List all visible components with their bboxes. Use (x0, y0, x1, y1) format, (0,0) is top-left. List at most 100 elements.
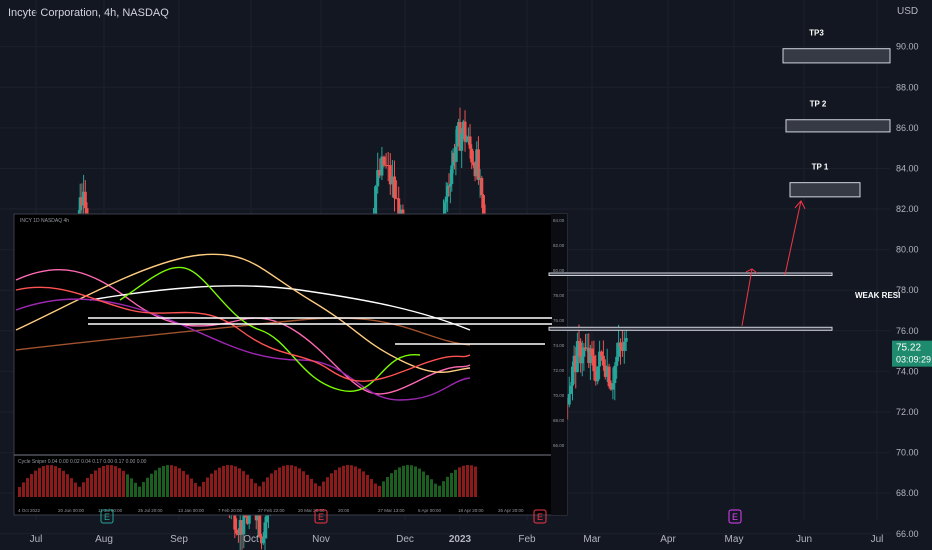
inset-hist-bar (262, 481, 265, 497)
candle-body (263, 522, 267, 539)
inset-hist-bar (414, 466, 417, 497)
time-axis[interactable]: Jul Aug Sep Oct Nov Dec 2023 Feb Mar Apr May Jun Jul (30, 534, 884, 545)
candle-body (468, 136, 472, 149)
inset-hist-bar (206, 477, 209, 497)
time-tick-label: Sep (170, 534, 188, 545)
candle-body (622, 341, 626, 351)
inset-hist-bar (446, 476, 449, 497)
inset-price-tick: 80.00 (553, 268, 565, 273)
time-tick-label: 2023 (449, 534, 472, 545)
candle-body (388, 165, 392, 185)
candle-body (617, 342, 621, 357)
inset-hist-bar (374, 483, 377, 497)
candle-body (242, 505, 246, 535)
inset-hist-bar (342, 465, 345, 497)
inset-price-ticks: 84.00 82.00 80.00 78.00 76.00 74.00 72.00 70.00… (553, 218, 565, 448)
inset-hist-bar (170, 465, 173, 497)
inset-hist-bar (46, 465, 49, 497)
support-line (548, 326, 833, 331)
inset-hist-bar (230, 465, 233, 497)
price-tick-label: 66.00 (896, 529, 919, 539)
inset-hist-bar (122, 470, 125, 497)
inset-hist-bar (174, 466, 177, 497)
candle-body (465, 140, 469, 142)
candle-body (233, 504, 237, 530)
inset-hist-bar (282, 465, 285, 497)
candle-body (598, 351, 602, 367)
inset-price-tick: 70.00 (553, 393, 565, 398)
price-tick-label: 84.00 (896, 163, 919, 173)
price-tag-countdown: 03:09:29 (896, 355, 931, 365)
inset-hist-bar (182, 470, 185, 497)
inset-hist-bar (310, 478, 313, 497)
price-axis[interactable]: 90.00 88.00 86.00 84.00 82.00 80.00 78.00 76.00… (896, 42, 919, 539)
price-tick-label: 68.00 (896, 488, 919, 498)
inset-hist-bar (406, 465, 409, 497)
inset-hist-bar (330, 473, 333, 497)
inset-hist-bar (166, 465, 169, 497)
inset-hist-bar (306, 474, 309, 497)
inset-hist-bar (234, 466, 237, 497)
inset-hist-bar (378, 485, 381, 497)
time-tick-label: Nov (312, 534, 330, 545)
earnings-marker-label: E (732, 512, 738, 522)
candle-body (460, 133, 464, 151)
candle-body (481, 195, 485, 218)
candle-body (235, 529, 239, 534)
earnings-marker-label: E (104, 512, 110, 522)
earnings-marker (533, 509, 547, 524)
candle-body (393, 176, 396, 199)
inset-hist-bar (190, 478, 193, 497)
candle-body (83, 191, 87, 209)
inset-hist-bar (134, 482, 137, 497)
price-tick-label: 82.00 (896, 204, 919, 214)
inset-hist-bar (370, 479, 373, 497)
inset-hist-bar (326, 477, 329, 497)
candle-body (582, 347, 586, 357)
inset-hist-bar (210, 473, 213, 497)
inset-osc-label: Cycle Sniper 0.04 0.00 0.02 0.04 0.17 0.… (18, 459, 147, 465)
candle-body (386, 165, 390, 167)
inset-hist-bar (238, 468, 241, 497)
price-tick-label: 72.00 (896, 407, 919, 417)
inset-hist-bar (438, 485, 441, 497)
inset-moving-averages (15, 253, 552, 401)
candle-body (397, 198, 401, 229)
time-tick-label: Dec (396, 534, 414, 545)
inset-hist-bar (106, 465, 109, 497)
candle-body (471, 162, 475, 166)
inset-hist-bar (110, 465, 113, 497)
earnings-marker (728, 509, 742, 524)
inset-date-tick: 27 Feb 22:00 (258, 508, 285, 513)
time-tick-label: Mar (583, 534, 601, 545)
inset-hist-bar (346, 465, 349, 497)
inset-price-tick: 84.00 (553, 218, 565, 223)
candle-body (480, 177, 484, 196)
candle-body (584, 347, 587, 349)
price-tag: 75.22 03:09:29 (892, 340, 932, 367)
inset-ma-line (15, 253, 471, 373)
inset-hist-bar (382, 481, 385, 497)
inset-hist-bar (426, 475, 429, 497)
inset-hist-bar (222, 465, 225, 497)
currency-label: USD (897, 6, 919, 17)
inset-hist-bar (366, 474, 369, 497)
inset-hist-bar (90, 473, 93, 497)
candle-body (585, 347, 589, 349)
target-label: TP 1 (812, 163, 829, 172)
inset-hist-bar (86, 477, 89, 497)
candle-body (611, 383, 615, 390)
inset-hist-bar (70, 478, 73, 497)
time-tick-label: Jul (871, 534, 884, 545)
inset-hist-bar (82, 482, 85, 497)
inset-hist-bar (362, 471, 365, 497)
inset-date-tick: 7 Feb 20:00 (218, 508, 243, 513)
inset-hist-bar (450, 473, 453, 497)
arrow-head (794, 199, 806, 210)
candle-body (446, 186, 450, 197)
candle-body (587, 347, 591, 364)
inset-ma-line (119, 266, 421, 393)
inset-hist-bar (154, 470, 157, 497)
